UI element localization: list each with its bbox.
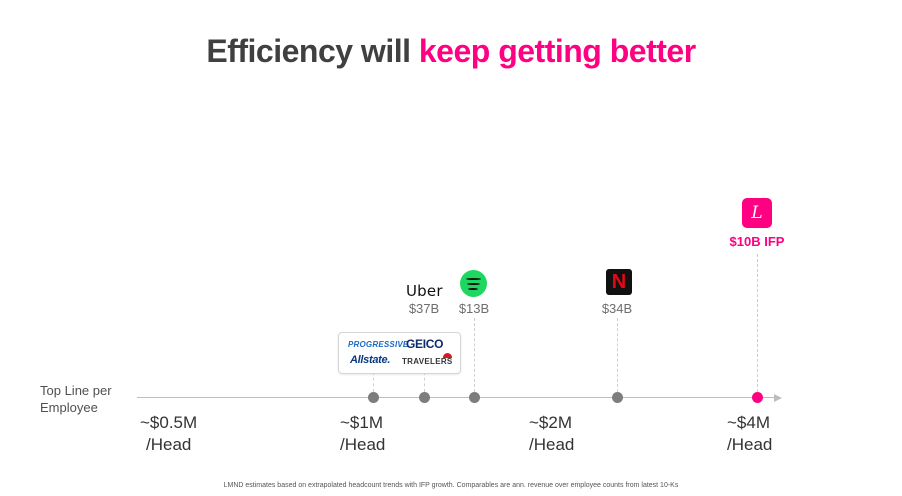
tick-value: ~$4M — [727, 413, 770, 432]
netflix-marker — [612, 392, 623, 403]
uber-value: $37B — [408, 301, 440, 316]
tick-unit: /Head — [146, 435, 192, 454]
insurers-logo-box: PROGRESSIVE GEICO Allstate. TRAVELERS — [338, 332, 461, 374]
uber-logo: Uber — [406, 282, 443, 300]
spotify-value: $13B — [458, 301, 490, 316]
spotify-marker — [469, 392, 480, 403]
tick-value: ~$2M — [529, 413, 572, 432]
travelers-connector — [424, 372, 425, 392]
tick-2m: ~$2M /Head — [529, 412, 574, 456]
footnote: LMND estimates based on extrapolated hea… — [223, 482, 679, 489]
title-main: Efficiency will — [206, 33, 419, 69]
spotify-connector — [474, 318, 475, 392]
allstate-logo: Allstate. — [350, 354, 391, 366]
netflix-value: $34B — [601, 301, 633, 316]
lemonade-connector — [757, 254, 758, 392]
netflix-connector — [617, 318, 618, 392]
tick-value: ~$1M — [340, 413, 383, 432]
slide-title: Efficiency will keep getting better — [0, 33, 902, 70]
axis-arrow-icon — [774, 394, 782, 402]
tick-unit: /Head — [529, 435, 575, 454]
tick-1m: ~$1M /Head — [340, 412, 385, 456]
tick-value: ~$0.5M — [140, 413, 198, 432]
netflix-logo: N — [606, 269, 632, 295]
tick-0.5m: ~$0.5M /Head — [140, 412, 197, 456]
umbrella-icon — [443, 353, 452, 358]
progressive-logo: PROGRESSIVE — [348, 340, 409, 349]
tick-unit: /Head — [340, 435, 386, 454]
axis-line — [137, 397, 777, 398]
spotify-icon — [460, 270, 487, 297]
tick-4m: ~$4M /Head — [727, 412, 772, 456]
lemonade-marker — [752, 392, 763, 403]
geico-logo: GEICO — [406, 337, 444, 351]
uber-marker — [419, 392, 430, 403]
tick-unit: /Head — [727, 435, 773, 454]
insurers-marker — [368, 392, 379, 403]
axis-label: Top Line per Employee — [40, 383, 112, 415]
insurers-connector — [373, 372, 374, 392]
lemonade-logo: L — [742, 198, 772, 228]
title-highlight: keep getting better — [418, 33, 696, 69]
travelers-logo: TRAVELERS — [402, 357, 453, 366]
lemonade-value: $10B IFP — [729, 234, 785, 249]
